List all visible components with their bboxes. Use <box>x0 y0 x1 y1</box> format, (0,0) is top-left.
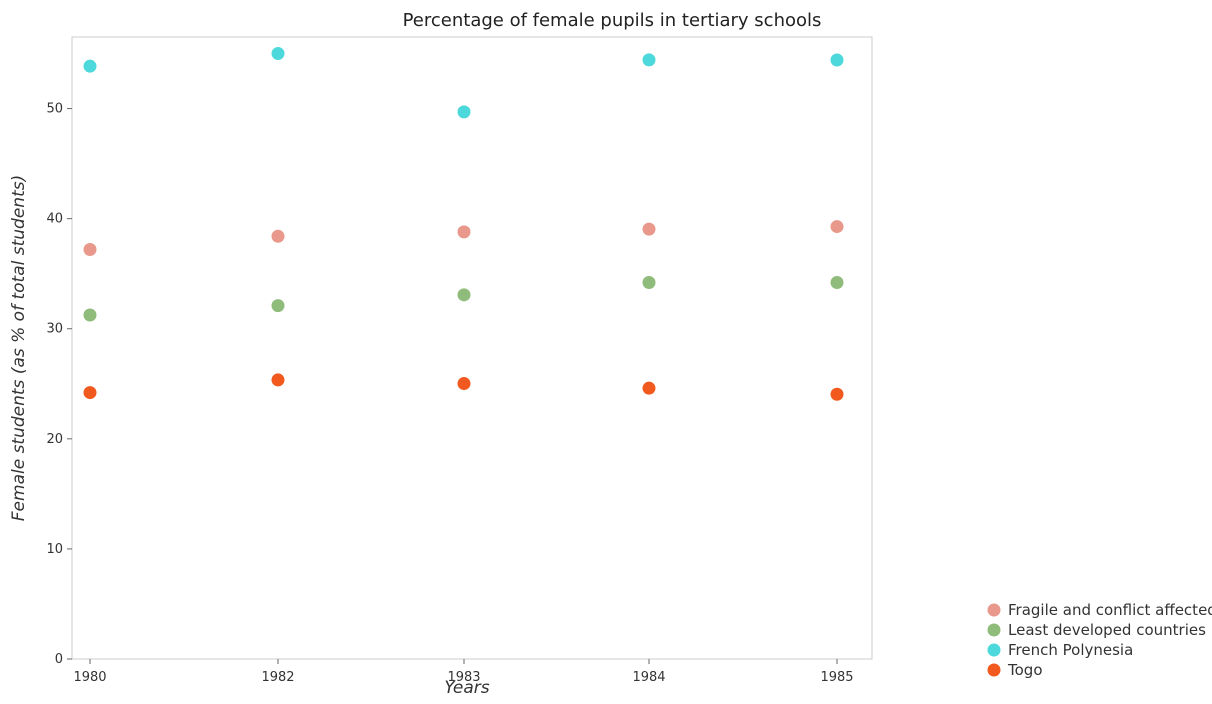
legend-marker <box>988 644 1001 657</box>
legend-marker <box>988 624 1001 637</box>
y-tick-label: 10 <box>46 542 63 557</box>
legend-label: French Polynesia <box>1008 641 1133 659</box>
data-point-series-0 <box>831 220 844 233</box>
data-point-series-3 <box>831 388 844 401</box>
y-axis-title: Female students (as % of total students) <box>9 175 29 521</box>
data-point-series-0 <box>458 225 471 238</box>
legend-label: Fragile and conflict affected situations <box>1008 601 1212 619</box>
data-point-series-2 <box>272 47 285 60</box>
data-point-series-2 <box>643 53 656 66</box>
data-point-series-0 <box>84 243 97 256</box>
plot-area <box>72 37 872 659</box>
chart-title: Percentage of female pupils in tertiary … <box>403 10 822 31</box>
x-tick-label: 1984 <box>632 670 665 685</box>
data-point-series-1 <box>458 288 471 301</box>
legend: Fragile and conflict affected situations… <box>988 601 1212 679</box>
data-point-series-3 <box>643 382 656 395</box>
data-point-series-3 <box>84 386 97 399</box>
data-point-series-2 <box>458 105 471 118</box>
legend-marker <box>988 664 1001 677</box>
legend-label: Togo <box>1007 661 1043 679</box>
legend-label: Least developed countries <box>1008 621 1206 639</box>
y-tick-label: 30 <box>46 322 63 337</box>
data-point-series-2 <box>84 60 97 73</box>
x-tick-label: 1985 <box>820 670 853 685</box>
legend-marker <box>988 604 1001 617</box>
data-point-series-3 <box>272 373 285 386</box>
data-point-series-1 <box>272 299 285 312</box>
x-axis-title: Years <box>444 678 489 698</box>
y-tick-label: 50 <box>46 102 63 117</box>
data-point-series-0 <box>272 230 285 243</box>
data-point-series-3 <box>458 377 471 390</box>
y-tick-label: 40 <box>46 212 63 227</box>
data-point-series-2 <box>831 54 844 67</box>
data-point-series-1 <box>831 276 844 289</box>
x-tick-label: 1982 <box>261 670 294 685</box>
data-point-series-1 <box>643 276 656 289</box>
y-axis: 0 10 20 30 40 50 <box>46 102 72 667</box>
y-tick-label: 0 <box>55 652 63 667</box>
y-tick-label: 20 <box>46 432 63 447</box>
data-point-series-0 <box>643 223 656 236</box>
data-point-series-1 <box>84 308 97 321</box>
x-tick-label: 1980 <box>73 670 106 685</box>
